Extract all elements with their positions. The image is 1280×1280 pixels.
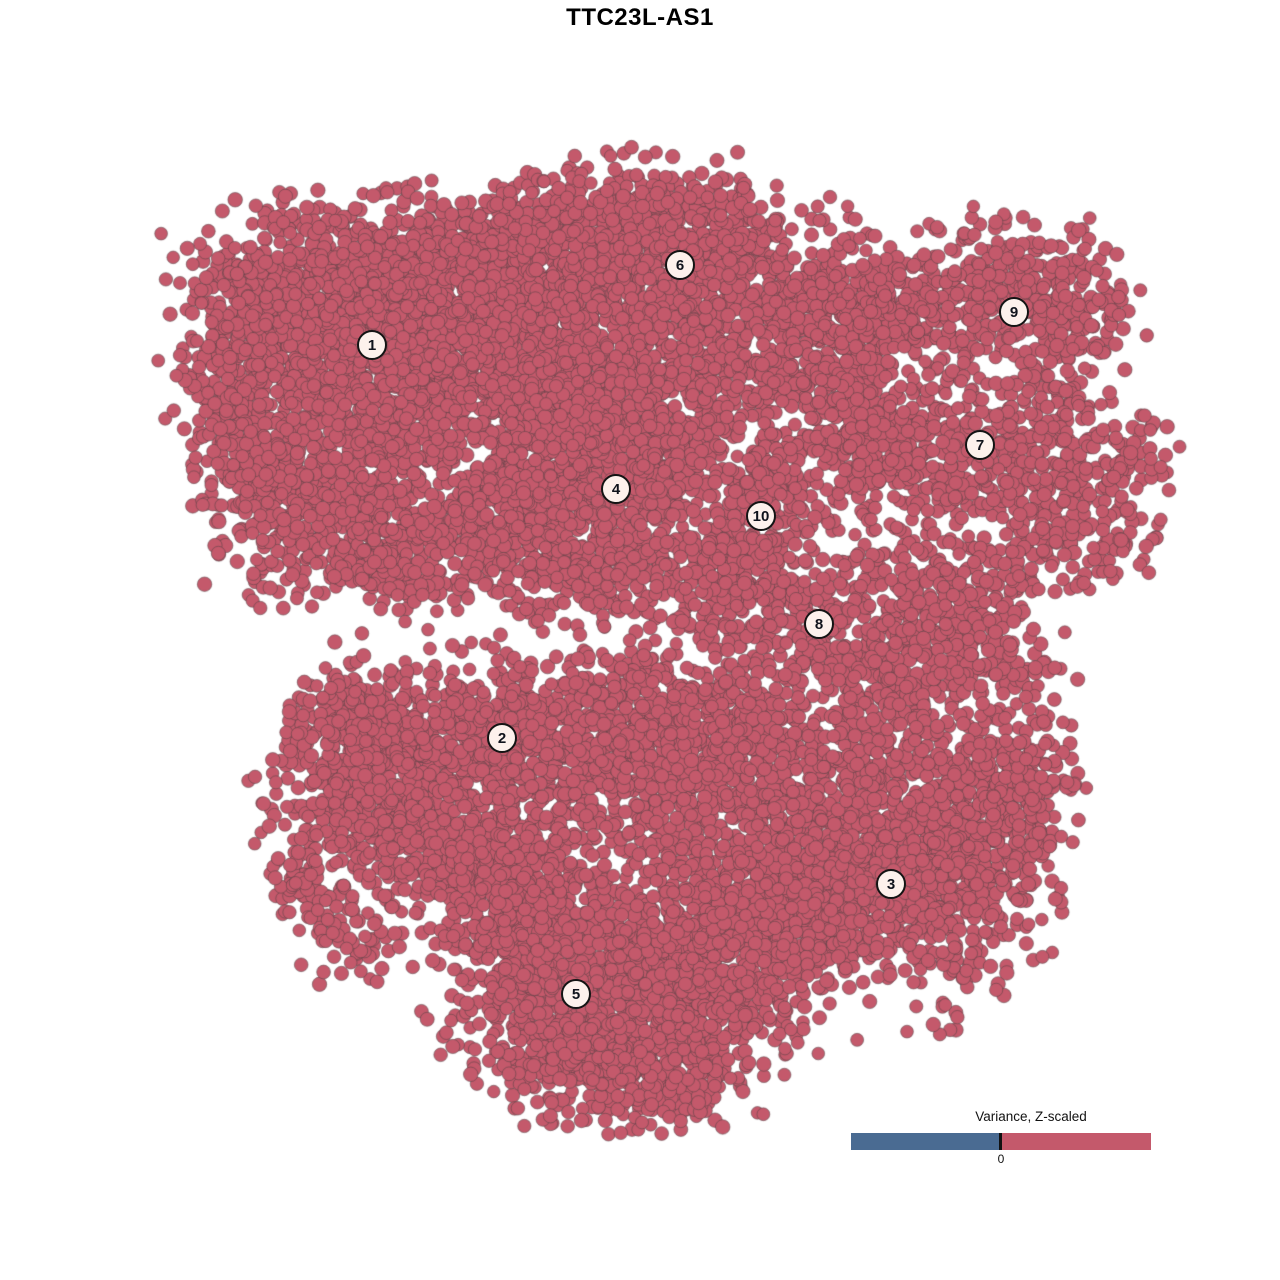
cluster-label-2: 2 — [487, 723, 517, 753]
colorbar-zero-label: 0 — [997, 1152, 1005, 1166]
colorbar-zero-tick — [999, 1133, 1002, 1150]
cluster-label-9: 9 — [999, 297, 1029, 327]
colorbar-title: Variance, Z-scaled — [975, 1109, 1087, 1124]
cluster-label-4: 4 — [601, 474, 631, 504]
colorbar-positive-half — [1001, 1133, 1151, 1150]
colorbar — [851, 1133, 1151, 1150]
cluster-label-1: 1 — [357, 330, 387, 360]
cluster-label-8: 8 — [804, 609, 834, 639]
plot-title: TTC23L-AS1 — [566, 4, 714, 31]
cluster-label-6: 6 — [665, 250, 695, 280]
cluster-label-5: 5 — [561, 979, 591, 1009]
cluster-label-10: 10 — [746, 501, 776, 531]
cluster-label-3: 3 — [876, 869, 906, 899]
colorbar-negative-half — [851, 1133, 1001, 1150]
cluster-label-7: 7 — [965, 430, 995, 460]
